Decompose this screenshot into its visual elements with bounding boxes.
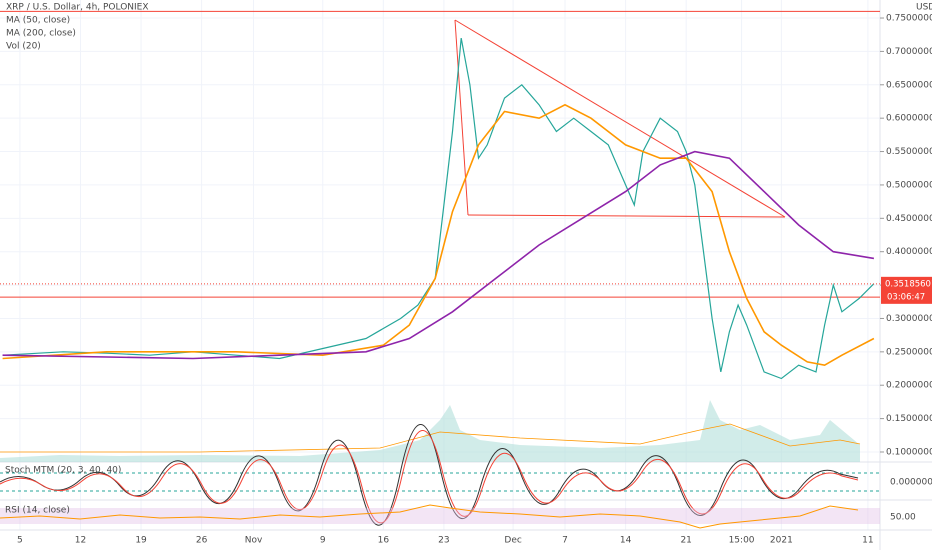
rsi-tick: 50.00 xyxy=(890,513,916,523)
stoch-line xyxy=(0,424,859,526)
trendline xyxy=(467,214,786,218)
rsi-label: RSI (14, close) xyxy=(5,506,70,516)
x-tick-label: 5 xyxy=(17,536,23,546)
y-tick-label: 0.10000000 xyxy=(886,447,932,457)
countdown: 03:06:47 xyxy=(887,292,925,302)
x-tick-label: 12 xyxy=(75,536,86,546)
legend-entry: Vol (20) xyxy=(6,42,41,52)
volume-ma xyxy=(0,423,861,453)
volume-area xyxy=(0,400,860,462)
x-tick-label: 7 xyxy=(562,536,568,546)
stoch-label: Stoch MTM (20, 3, 40, 40) xyxy=(5,466,121,476)
x-tick-label: 11 xyxy=(862,536,873,546)
stoch-signal xyxy=(0,430,859,524)
x-tick-label: 16 xyxy=(378,536,390,546)
x-tick-label: Dec xyxy=(504,536,521,546)
rsi-band xyxy=(0,508,880,524)
x-tick-label: Nov xyxy=(245,536,263,546)
x-tick-label: 9 xyxy=(320,536,326,546)
legend-entry: MA (200, close) xyxy=(6,29,76,39)
trendline xyxy=(454,19,469,216)
series-line xyxy=(2,150,875,360)
currency: USD xyxy=(916,3,932,13)
price-tag-label: 0.35185601 xyxy=(885,279,932,289)
chart-title: XRP / U.S. Dollar, 4h, POLONIEX xyxy=(6,3,149,13)
rsi-line xyxy=(0,504,859,529)
x-tick-label: 23 xyxy=(438,536,449,546)
x-tick-label: 15:00 xyxy=(729,536,755,546)
trendline xyxy=(454,19,786,218)
series-line xyxy=(2,103,875,367)
x-tick-label: 19 xyxy=(135,536,147,546)
x-tick-label: 14 xyxy=(620,536,632,546)
price-tag xyxy=(881,276,932,304)
legend-entry: MA (50, close) xyxy=(6,16,70,26)
x-tick-label: 21 xyxy=(680,536,691,546)
x-tick-label: 2021 xyxy=(770,536,793,546)
stoch-tick: 0.00000000 xyxy=(890,478,932,488)
x-tick-label: 26 xyxy=(196,536,208,546)
series-line xyxy=(2,37,875,380)
